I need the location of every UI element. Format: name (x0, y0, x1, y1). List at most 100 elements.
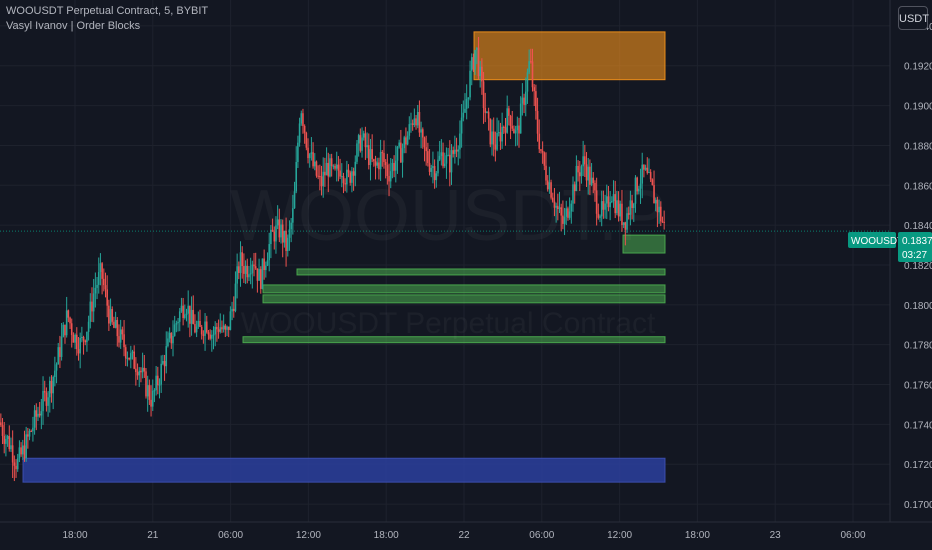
candle-body (570, 203, 573, 212)
candle-body (384, 162, 387, 166)
candle-body (455, 149, 458, 152)
candle-body (67, 310, 70, 318)
candle-body (367, 145, 370, 166)
candle-body (568, 211, 571, 218)
price-tick-10: 0.1900 (904, 102, 932, 113)
price-tick-5: 0.1800 (904, 301, 932, 312)
candle-body (222, 325, 225, 330)
candle-body (648, 172, 650, 174)
candle-body (428, 162, 431, 172)
candle-body (60, 336, 63, 357)
candle-body (639, 183, 642, 189)
candle-body (92, 293, 95, 312)
time-tick-7: 12:00 (607, 530, 632, 541)
candle-body (72, 334, 75, 343)
candle-body (268, 244, 271, 261)
candle-body (133, 351, 135, 369)
candle-body (491, 131, 493, 145)
last-price-tag: WOOUSDT.P 0.1837 03:27 (848, 232, 932, 262)
candle-body (200, 326, 203, 335)
candle-body (266, 260, 269, 266)
candle-body (641, 164, 644, 184)
candle-body (344, 183, 346, 185)
time-tick-0: 18:00 (62, 530, 87, 541)
time-tick-2: 06:00 (218, 530, 243, 541)
candle-body (97, 272, 100, 285)
candle-body (96, 284, 98, 288)
candle-body (148, 385, 151, 400)
candle-body (462, 112, 465, 118)
time-tick-6: 06:00 (529, 530, 554, 541)
candle-body (13, 462, 16, 466)
candle-body (65, 310, 68, 336)
candle-body (418, 112, 421, 133)
candle-body (286, 237, 289, 251)
price-tick-11: 0.1920 (904, 62, 932, 73)
candle-body (486, 111, 488, 113)
symbol-watermark: WOOUSDT.P WOOUSDT Perpetual Contract (230, 176, 666, 340)
candle-body (236, 266, 238, 284)
candle-body (400, 142, 402, 163)
candle-body (354, 161, 357, 176)
candle-body (126, 357, 129, 359)
candle-body (553, 201, 556, 208)
price-tick-9: 0.1880 (904, 141, 932, 152)
currency-button[interactable]: USDT (898, 6, 929, 30)
candle-body (481, 66, 483, 82)
candle-body (75, 334, 78, 350)
candle-body (261, 258, 264, 289)
candle-body (332, 165, 335, 167)
candle-body (104, 285, 107, 290)
candle-body (111, 309, 114, 322)
candle-body (543, 152, 546, 166)
candle-body (555, 205, 557, 208)
candle-body (271, 229, 274, 232)
candle-body (20, 447, 22, 455)
candle-body (89, 301, 92, 322)
candle-body (150, 399, 152, 407)
candle-body (477, 47, 480, 77)
candle-body (48, 380, 51, 398)
candle-body (644, 167, 647, 170)
candle-body (535, 91, 537, 112)
candle-body (292, 208, 294, 223)
candle-body (101, 263, 103, 279)
candle-body (116, 319, 119, 337)
candle-body (334, 165, 336, 169)
candle-body (81, 337, 83, 339)
candle-body (459, 133, 461, 150)
candle-body (121, 329, 124, 335)
candle-body (584, 156, 586, 165)
candle-body (303, 125, 306, 133)
candle-body (654, 199, 657, 204)
order-block-bullish-5 (242, 336, 666, 344)
candle-body (651, 179, 654, 186)
candle-body (190, 309, 193, 324)
candle-body (636, 177, 638, 192)
candle-body (364, 133, 367, 148)
candle-body (342, 176, 345, 184)
candle-body (146, 385, 149, 397)
price-tick-0: 0.1700 (904, 500, 932, 511)
candle-body (227, 326, 230, 330)
candle-body (192, 309, 195, 325)
candle-body (151, 390, 154, 407)
candle-body (391, 162, 394, 172)
candle-body (347, 169, 350, 173)
candle-body (479, 66, 481, 77)
candle-body (408, 124, 411, 136)
candle-body (415, 118, 417, 126)
candle-body (216, 326, 218, 330)
candle-body (325, 162, 328, 176)
candle-body (40, 411, 43, 416)
candle-body (243, 266, 245, 274)
candle-body (108, 305, 110, 324)
candle-body (202, 334, 205, 336)
candle-body (562, 215, 564, 224)
candle-body (393, 162, 395, 171)
candle-body (273, 231, 276, 242)
candle-body (386, 165, 389, 177)
candle-body (302, 113, 304, 126)
candle-body (394, 160, 397, 171)
